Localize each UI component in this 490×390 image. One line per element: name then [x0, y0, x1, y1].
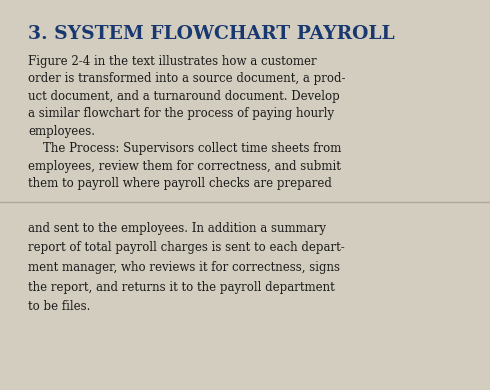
- Text: the report, and returns it to the payroll department: the report, and returns it to the payrol…: [28, 280, 335, 294]
- Text: them to payroll where payroll checks are prepared: them to payroll where payroll checks are…: [28, 177, 332, 190]
- Text: and sent to the employees. In addition a summary: and sent to the employees. In addition a…: [28, 222, 326, 235]
- Text: order is transformed into a source document, a prod-: order is transformed into a source docum…: [28, 73, 345, 85]
- Text: employees, review them for correctness, and submit: employees, review them for correctness, …: [28, 160, 341, 173]
- Text: Figure 2-4 in the text illustrates how a customer: Figure 2-4 in the text illustrates how a…: [28, 55, 317, 68]
- Text: a similar flowchart for the process of paying hourly: a similar flowchart for the process of p…: [28, 108, 334, 121]
- Text: to be files.: to be files.: [28, 300, 90, 313]
- Text: ment manager, who reviews it for correctness, signs: ment manager, who reviews it for correct…: [28, 261, 340, 274]
- Text: report of total payroll charges is sent to each depart-: report of total payroll charges is sent …: [28, 241, 345, 255]
- Text: 3. SYSTEM FLOWCHART PAYROLL: 3. SYSTEM FLOWCHART PAYROLL: [28, 25, 394, 43]
- Text: The Process: Supervisors collect time sheets from: The Process: Supervisors collect time sh…: [28, 142, 342, 156]
- Text: employees.: employees.: [28, 125, 95, 138]
- Text: uct document, and a turnaround document. Develop: uct document, and a turnaround document.…: [28, 90, 340, 103]
